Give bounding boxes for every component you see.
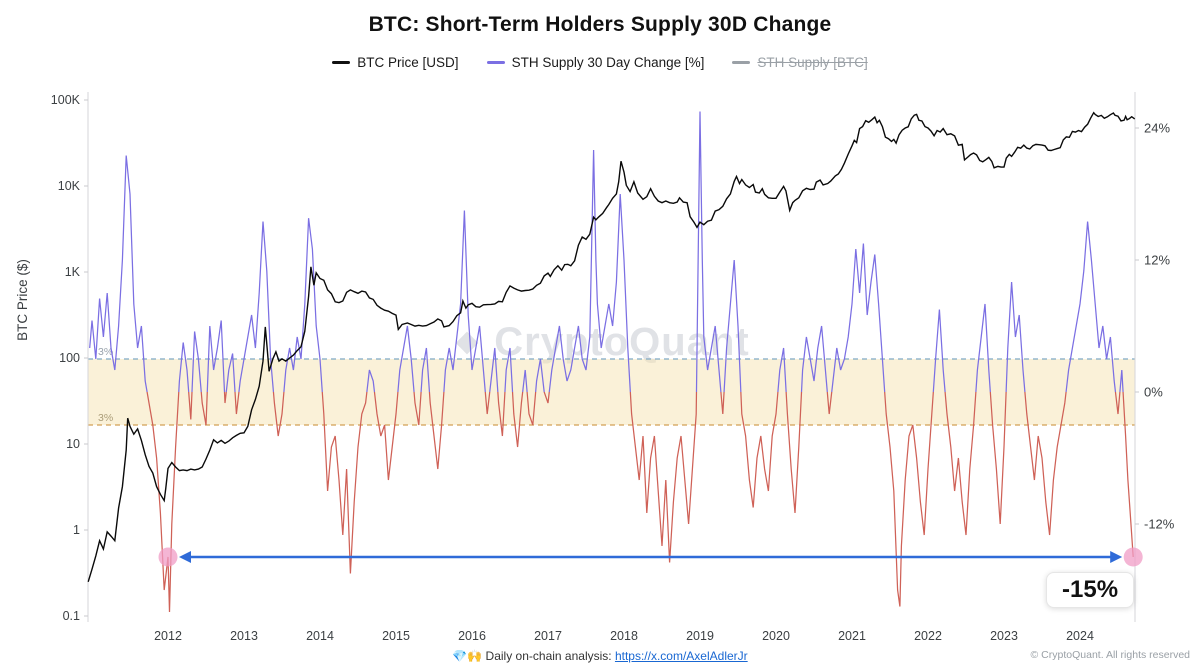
footer-note: 💎🙌 Daily on-chain analysis: https://x.co… [0, 649, 1200, 663]
x-tick-label: 2018 [610, 629, 638, 643]
legend-item-btc-price[interactable]: BTC Price [USD] [332, 55, 459, 70]
x-tick-label: 2015 [382, 629, 410, 643]
range-endpoint-marker-left [158, 547, 178, 567]
x-tick-label: 2016 [458, 629, 486, 643]
x-tick-label: 2022 [914, 629, 942, 643]
footer-text: 💎🙌 Daily on-chain analysis: [452, 649, 615, 663]
legend-label: BTC Price [USD] [357, 55, 459, 70]
range-arrow-head-right [1110, 551, 1123, 563]
x-tick-label: 2012 [154, 629, 182, 643]
x-tick-label: 2014 [306, 629, 334, 643]
neutral-band [88, 359, 1135, 425]
btc-price-swatch-icon [332, 61, 351, 64]
band-upper-label: 3% [98, 346, 113, 358]
y-right-tick-label: 0% [1144, 385, 1163, 400]
sth-change-line-negative [146, 392, 1134, 613]
legend-item-sth-change[interactable]: STH Supply 30 Day Change [%] [486, 55, 705, 70]
x-tick-label: 2013 [230, 629, 258, 643]
x-tick-label: 2020 [762, 629, 790, 643]
y-left-tick-label: 1K [65, 265, 81, 279]
y-left-tick-label: 100 [59, 351, 80, 365]
y-right-tick-label: 24% [1144, 121, 1170, 136]
sth-change-line-positive [89, 111, 1124, 392]
range-endpoint-marker-right [1123, 547, 1143, 567]
y-axis-right-labels: 24% 12% 0% -12% [1135, 121, 1175, 532]
x-tick-label: 2017 [534, 629, 562, 643]
x-tick-label: 2021 [838, 629, 866, 643]
sth-change-swatch-icon [486, 61, 505, 64]
band-lower-label: 3% [98, 412, 113, 424]
y-axis-left-labels: 100K 10K 1K 100 10 1 0.1 [51, 93, 88, 623]
footer-link[interactable]: https://x.com/AxelAdlerJr [614, 649, 748, 663]
legend-label: STH Supply 30 Day Change [%] [511, 55, 705, 70]
x-axis-labels: 2012 2013 2014 2015 2016 2017 2018 2019 2020 2021… [154, 629, 1094, 643]
final-value-badge: -15% [1046, 572, 1135, 608]
y-left-tick-label: 10 [66, 437, 80, 451]
legend-item-sth-supply[interactable]: STH Supply [BTC] [732, 55, 868, 70]
btc-price-line [87, 111, 1136, 583]
range-arrow-head-left [179, 551, 191, 563]
x-tick-label: 2019 [686, 629, 714, 643]
y-left-tick-label: 10K [58, 179, 81, 193]
y-left-tick-label: 100K [51, 93, 81, 107]
sth-supply-swatch-icon [732, 61, 751, 64]
copyright: © CryptoQuant. All rights reserved [1030, 649, 1190, 661]
x-tick-label: 2024 [1066, 629, 1094, 643]
x-tick-label: 2023 [990, 629, 1018, 643]
y-axis-title: BTC Price ($) [15, 259, 30, 341]
y-right-tick-label: 12% [1144, 253, 1170, 268]
legend-label: STH Supply [BTC] [757, 55, 868, 70]
legend: BTC Price [USD] STH Supply 30 Day Change… [0, 55, 1200, 70]
y-left-tick-label: 0.1 [63, 609, 80, 623]
y-right-tick-label: -12% [1144, 517, 1175, 532]
y-left-tick-label: 1 [73, 523, 80, 537]
chart-title: BTC: Short-Term Holders Supply 30D Chang… [368, 13, 832, 36]
